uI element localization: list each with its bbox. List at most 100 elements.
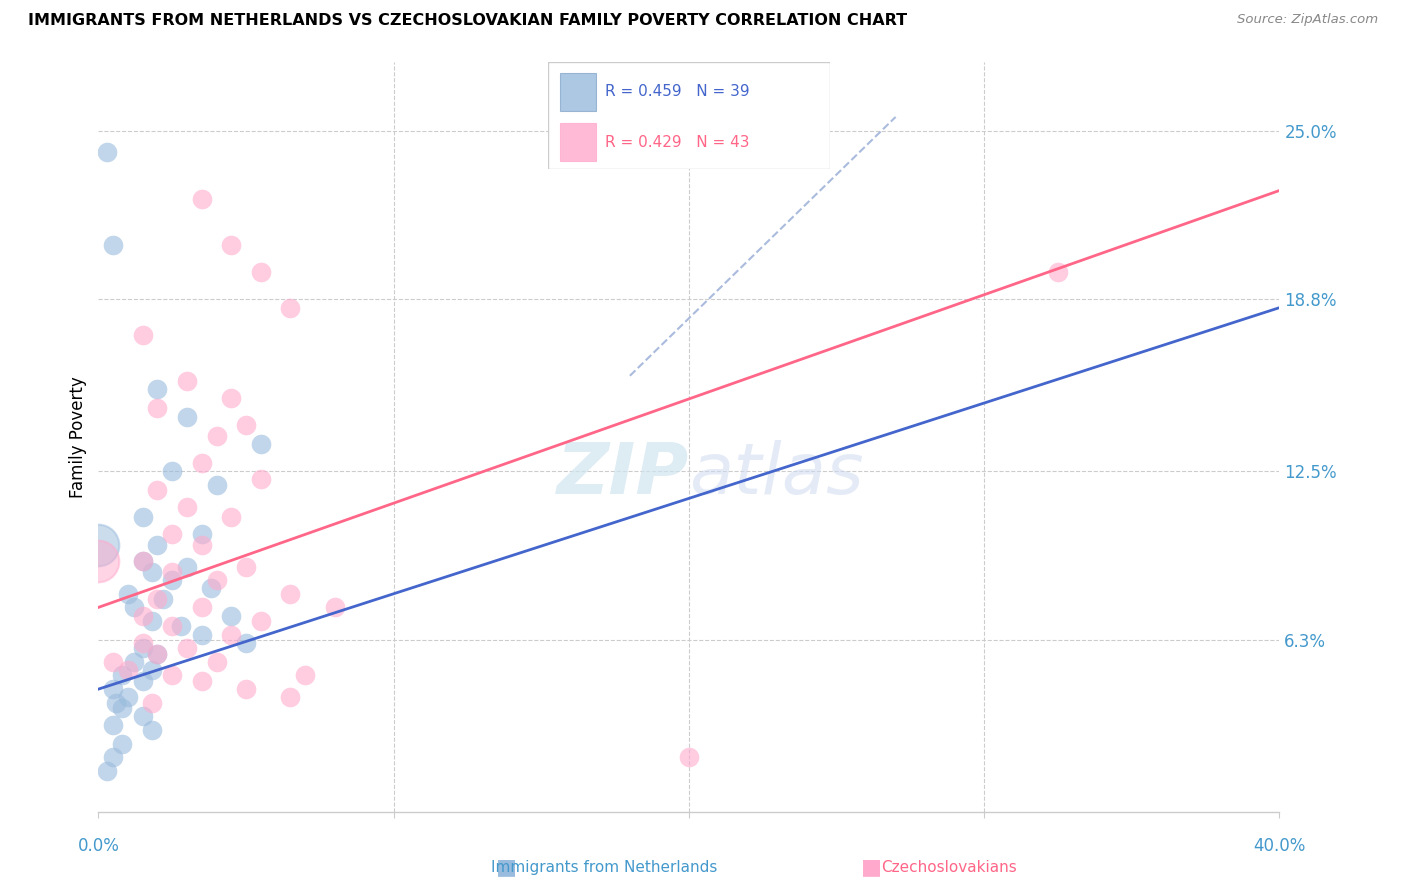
Point — [146, 401, 169, 416]
Point — [146, 592, 169, 607]
Text: R = 0.459   N = 39: R = 0.459 N = 39 — [605, 85, 749, 99]
Point — [176, 374, 198, 388]
Point — [205, 573, 228, 587]
Point — [191, 627, 214, 641]
Point — [146, 647, 169, 661]
Point — [278, 301, 302, 315]
Point — [146, 383, 169, 397]
Point — [162, 573, 183, 587]
Point — [250, 472, 273, 486]
Point — [162, 565, 183, 579]
Point — [235, 682, 257, 697]
Point — [146, 483, 169, 498]
Point — [678, 750, 700, 764]
Point — [235, 417, 257, 432]
Point — [117, 587, 139, 601]
Text: 40.0%: 40.0% — [1253, 837, 1306, 855]
Point — [146, 647, 169, 661]
Point — [103, 717, 125, 731]
Text: ■: ■ — [496, 857, 516, 877]
Bar — [560, 123, 596, 161]
Point — [162, 619, 183, 633]
Point — [141, 723, 163, 737]
Point — [103, 238, 125, 252]
Point — [111, 668, 134, 682]
Point — [278, 587, 302, 601]
Point — [132, 327, 155, 342]
Point — [191, 673, 214, 688]
Point — [105, 696, 128, 710]
Point — [132, 673, 155, 688]
Point — [176, 641, 198, 656]
Point — [87, 538, 110, 552]
Point — [250, 265, 273, 279]
Point — [205, 428, 228, 442]
Point — [141, 614, 163, 628]
Point — [205, 655, 228, 669]
Point — [294, 668, 316, 682]
Point — [132, 608, 155, 623]
Point — [141, 663, 163, 677]
Point — [96, 764, 118, 778]
Point — [132, 554, 155, 568]
Text: IMMIGRANTS FROM NETHERLANDS VS CZECHOSLOVAKIAN FAMILY POVERTY CORRELATION CHART: IMMIGRANTS FROM NETHERLANDS VS CZECHOSLO… — [28, 13, 907, 29]
Point — [162, 668, 183, 682]
Point — [132, 641, 155, 656]
Point — [141, 696, 163, 710]
Point — [103, 682, 125, 697]
Point — [278, 690, 302, 705]
Point — [176, 409, 198, 424]
Text: Immigrants from Netherlands: Immigrants from Netherlands — [491, 860, 718, 874]
Point — [103, 655, 125, 669]
Point — [176, 500, 198, 514]
Point — [191, 192, 214, 206]
Text: Source: ZipAtlas.com: Source: ZipAtlas.com — [1237, 13, 1378, 27]
Point — [87, 554, 110, 568]
Point — [219, 510, 243, 524]
Point — [117, 690, 139, 705]
Point — [250, 614, 273, 628]
Point — [132, 709, 155, 723]
Point — [111, 737, 134, 751]
Point — [141, 565, 163, 579]
Text: ZIP: ZIP — [557, 440, 689, 509]
Point — [170, 619, 193, 633]
Point — [117, 663, 139, 677]
Text: 0.0%: 0.0% — [77, 837, 120, 855]
Point — [191, 526, 214, 541]
Text: R = 0.429   N = 43: R = 0.429 N = 43 — [605, 135, 749, 150]
Point — [219, 391, 243, 405]
Text: atlas: atlas — [689, 440, 863, 509]
Point — [176, 559, 198, 574]
Point — [250, 437, 273, 451]
Point — [122, 655, 145, 669]
Point — [111, 701, 134, 715]
Point — [146, 538, 169, 552]
Point — [132, 510, 155, 524]
Point — [1046, 265, 1069, 279]
Point — [191, 600, 214, 615]
Y-axis label: Family Poverty: Family Poverty — [69, 376, 87, 498]
Point — [205, 477, 228, 491]
Point — [235, 559, 257, 574]
Point — [103, 750, 125, 764]
Point — [132, 554, 155, 568]
FancyBboxPatch shape — [548, 62, 830, 169]
Point — [191, 538, 214, 552]
Point — [132, 636, 155, 650]
Point — [219, 608, 243, 623]
Text: ■: ■ — [862, 857, 882, 877]
Point — [219, 627, 243, 641]
Point — [219, 238, 243, 252]
Point — [235, 636, 257, 650]
Point — [162, 464, 183, 478]
Point — [152, 592, 174, 607]
Point — [162, 526, 183, 541]
Point — [96, 145, 118, 160]
Point — [323, 600, 346, 615]
Point — [200, 582, 222, 596]
Point — [122, 600, 145, 615]
Point — [191, 456, 214, 470]
Bar — [560, 73, 596, 111]
Text: Czechoslovakians: Czechoslovakians — [882, 860, 1017, 874]
